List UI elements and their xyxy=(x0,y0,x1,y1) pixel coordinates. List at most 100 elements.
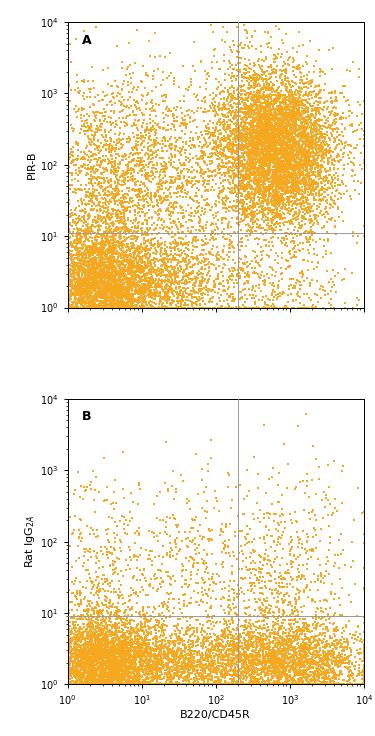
Point xyxy=(312,665,318,677)
Point xyxy=(233,633,239,645)
Point xyxy=(168,669,174,681)
Point xyxy=(177,663,183,675)
Point xyxy=(130,291,136,303)
Point xyxy=(64,679,70,690)
Point xyxy=(64,657,70,668)
Point xyxy=(266,656,272,668)
Point xyxy=(201,157,207,169)
Point xyxy=(148,125,154,137)
Point xyxy=(64,264,70,276)
Point xyxy=(250,159,256,171)
Point xyxy=(103,302,109,314)
Point xyxy=(182,595,188,606)
Point xyxy=(180,277,186,289)
Point xyxy=(140,287,146,299)
Point xyxy=(168,131,174,143)
Point xyxy=(278,669,284,681)
Point xyxy=(104,654,110,666)
Point xyxy=(322,163,328,174)
Point xyxy=(170,288,176,300)
Point xyxy=(273,149,279,160)
Point xyxy=(96,268,102,280)
Point xyxy=(326,153,332,165)
Point xyxy=(278,171,284,183)
Point xyxy=(170,261,176,273)
Point xyxy=(159,298,165,310)
Point xyxy=(277,679,283,690)
Point xyxy=(76,640,82,652)
Point xyxy=(121,668,127,680)
Point xyxy=(173,236,179,248)
Point xyxy=(145,289,151,300)
Point xyxy=(282,117,288,129)
Point xyxy=(297,679,303,690)
Point xyxy=(292,126,298,138)
Point xyxy=(151,217,157,229)
Point xyxy=(221,258,227,269)
Point xyxy=(136,186,142,198)
Point xyxy=(68,641,74,653)
Point xyxy=(222,149,228,161)
Point xyxy=(124,291,130,303)
Point xyxy=(203,280,209,291)
Point xyxy=(64,634,70,646)
Point xyxy=(99,214,105,226)
Point xyxy=(106,288,112,300)
Point xyxy=(290,135,296,147)
Point xyxy=(103,248,109,260)
Point xyxy=(287,152,293,164)
Point xyxy=(250,199,256,210)
Point xyxy=(270,610,276,622)
Point xyxy=(179,651,185,662)
Point xyxy=(272,136,278,148)
Point xyxy=(64,245,70,257)
Point xyxy=(80,270,86,282)
Point xyxy=(187,649,193,661)
Point xyxy=(291,197,297,209)
Point xyxy=(93,679,99,690)
Point xyxy=(262,183,268,195)
Point xyxy=(186,668,192,680)
Point xyxy=(275,153,281,165)
Point xyxy=(305,631,311,643)
Point xyxy=(64,666,70,678)
Point xyxy=(80,676,86,687)
Point xyxy=(220,144,226,155)
Point xyxy=(64,282,70,294)
Point xyxy=(64,255,70,266)
Point xyxy=(208,534,214,545)
Point xyxy=(80,581,86,592)
Point xyxy=(227,594,233,606)
Point xyxy=(81,121,87,132)
Point xyxy=(215,110,221,121)
Point xyxy=(97,637,103,648)
Point xyxy=(267,575,273,587)
Point xyxy=(293,169,299,180)
Point xyxy=(159,277,165,289)
Point xyxy=(162,221,168,233)
Point xyxy=(287,508,293,520)
Point xyxy=(78,235,84,247)
Point xyxy=(92,300,98,311)
Point xyxy=(299,654,305,666)
Point xyxy=(250,94,256,106)
Point xyxy=(309,93,315,105)
Point xyxy=(84,149,90,161)
Point xyxy=(284,203,290,215)
Point xyxy=(284,119,290,131)
Point xyxy=(135,631,141,643)
Point xyxy=(222,679,228,690)
Point xyxy=(240,258,246,269)
Point xyxy=(273,637,279,649)
Point xyxy=(269,108,275,120)
Point xyxy=(118,631,124,643)
Point xyxy=(94,679,100,690)
Point xyxy=(114,664,120,676)
Point xyxy=(253,146,259,158)
Point xyxy=(289,200,295,212)
Point xyxy=(116,635,122,647)
Point xyxy=(64,198,70,210)
Point xyxy=(307,174,313,186)
Point xyxy=(90,628,96,640)
Point xyxy=(305,158,311,169)
